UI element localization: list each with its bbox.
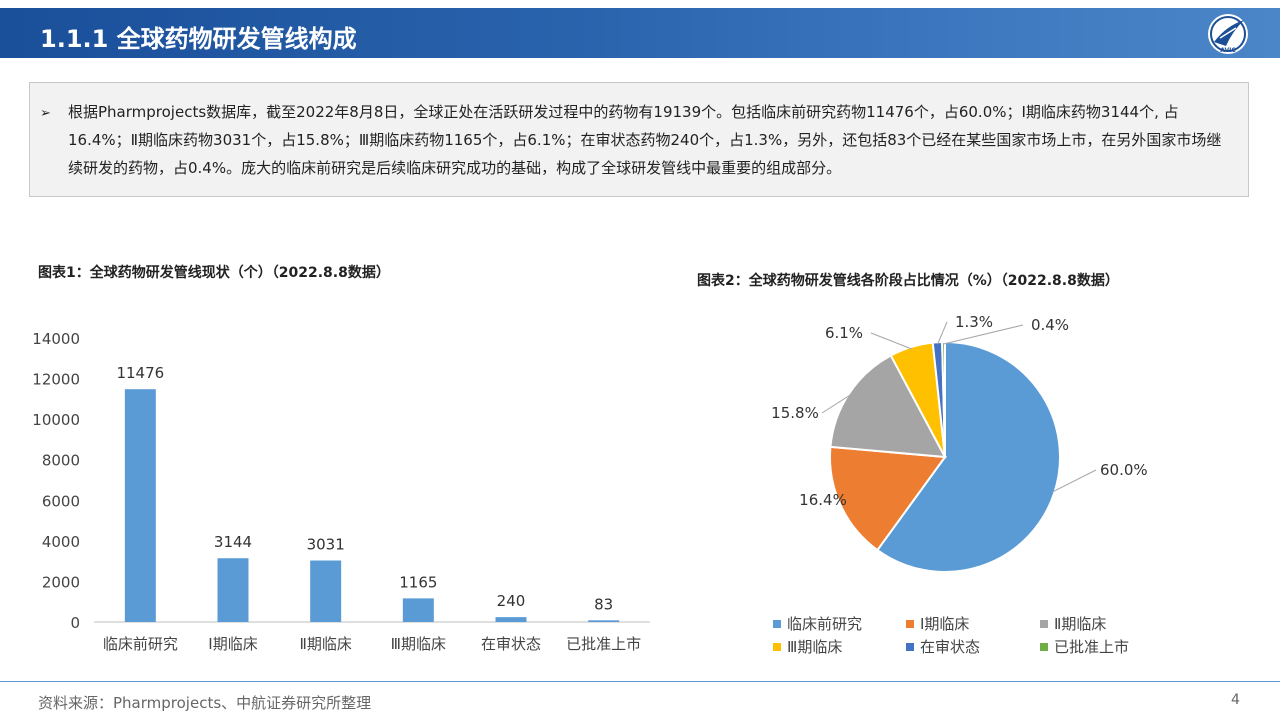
bar: [124, 389, 156, 622]
legend-label: Ⅲ期临床: [787, 638, 842, 656]
avic-logo-icon: AVIC: [1208, 14, 1248, 54]
pie-slice: [829, 354, 947, 459]
pie-slice: [876, 340, 1061, 573]
bullet-arrow-icon: ➢: [40, 106, 51, 121]
pie-data-label: 16.4%: [799, 491, 847, 509]
y-tick-label: 10000: [32, 411, 80, 429]
bar-chart-title: 图表1：全球药物研发管线现状（个）（2022.8.8数据）: [38, 265, 390, 281]
pie-leader-line: [870, 332, 912, 350]
legend-swatch: [906, 620, 914, 628]
legend-swatch: [773, 620, 781, 628]
x-tick-label: 在审状态: [481, 635, 541, 653]
bar-data-label: 240: [497, 592, 526, 610]
bar-data-label: 3144: [214, 533, 252, 551]
bar-data-label: 11476: [116, 364, 164, 382]
pie-slice: [941, 340, 946, 458]
x-tick-label: 已批准上市: [566, 635, 641, 653]
pie-leader-line: [937, 321, 948, 345]
y-tick-label: 8000: [42, 452, 80, 470]
page-number: 4: [1231, 692, 1240, 708]
pie-data-label: 60.0%: [1100, 461, 1148, 479]
legend-label: 在审状态: [920, 638, 980, 656]
x-tick-label: 临床前研究: [103, 635, 178, 653]
x-tick-label: Ⅰ期临床: [208, 635, 257, 653]
x-tick-label: Ⅲ期临床: [391, 635, 446, 653]
pie-leader-line: [821, 394, 852, 414]
y-tick-label: 2000: [42, 573, 80, 591]
summary-text: 根据Pharmprojects数据库，截至2022年8月8日，全球正处在活跃研发…: [68, 103, 1222, 177]
summary-box: ➢ 根据Pharmprojects数据库，截至2022年8月8日，全球正处在活跃…: [29, 82, 1249, 197]
x-tick-label: Ⅱ期临床: [299, 635, 351, 653]
legend-swatch: [1040, 620, 1048, 628]
y-tick-label: 14000: [32, 330, 80, 348]
bar: [217, 558, 249, 622]
source-note: 资料来源：Pharmprojects、中航证券研究所整理: [38, 694, 372, 712]
bar: [588, 620, 620, 622]
bar-data-label: 1165: [399, 573, 437, 591]
bar-chart: 0 2000 4000 6000 8000 10000 12000 14000 11476 临床前…: [32, 330, 650, 653]
bar-data-label: 3031: [307, 536, 345, 554]
pie-chart-title: 图表2：全球药物研发管线各阶段占比情况（%）（2022.8.8数据）: [697, 273, 1119, 289]
legend-label: Ⅱ期临床: [1054, 615, 1106, 633]
pie-leader-line: [943, 324, 1024, 345]
y-tick-label: 6000: [42, 492, 80, 510]
bar: [495, 617, 527, 622]
y-tick-label: 4000: [42, 533, 80, 551]
legend-label: Ⅰ期临床: [920, 615, 969, 633]
y-tick-label: 0: [70, 614, 80, 632]
header-bar: 1.1.1 全球药物研发管线构成: [0, 8, 1280, 58]
legend-swatch: [1040, 643, 1048, 651]
legend-swatch: [906, 643, 914, 651]
pie-chart: 60.0% 16.4% 15.8% 6.1% 1.3% 0.4% 临床前研究 Ⅰ期临床 Ⅱ期临床…: [771, 313, 1148, 656]
y-tick-label: 12000: [32, 371, 80, 389]
pie-data-label: 1.3%: [955, 313, 993, 331]
pie-slice: [829, 445, 947, 552]
pie-data-label: 6.1%: [825, 324, 863, 342]
pie-data-label: 15.8%: [771, 404, 819, 422]
legend-label: 临床前研究: [787, 615, 862, 633]
pie-leader-line: [1052, 469, 1097, 493]
legend-swatch: [773, 643, 781, 651]
bar-data-label: 83: [594, 595, 613, 613]
bar: [402, 598, 434, 622]
legend-label: 已批准上市: [1054, 638, 1129, 656]
logo-text: AVIC: [1220, 47, 1236, 54]
bar: [310, 560, 342, 622]
page-title: 1.1.1 全球药物研发管线构成: [40, 25, 357, 53]
pie-data-label: 0.4%: [1031, 316, 1069, 334]
footer-divider: [0, 681, 1280, 682]
